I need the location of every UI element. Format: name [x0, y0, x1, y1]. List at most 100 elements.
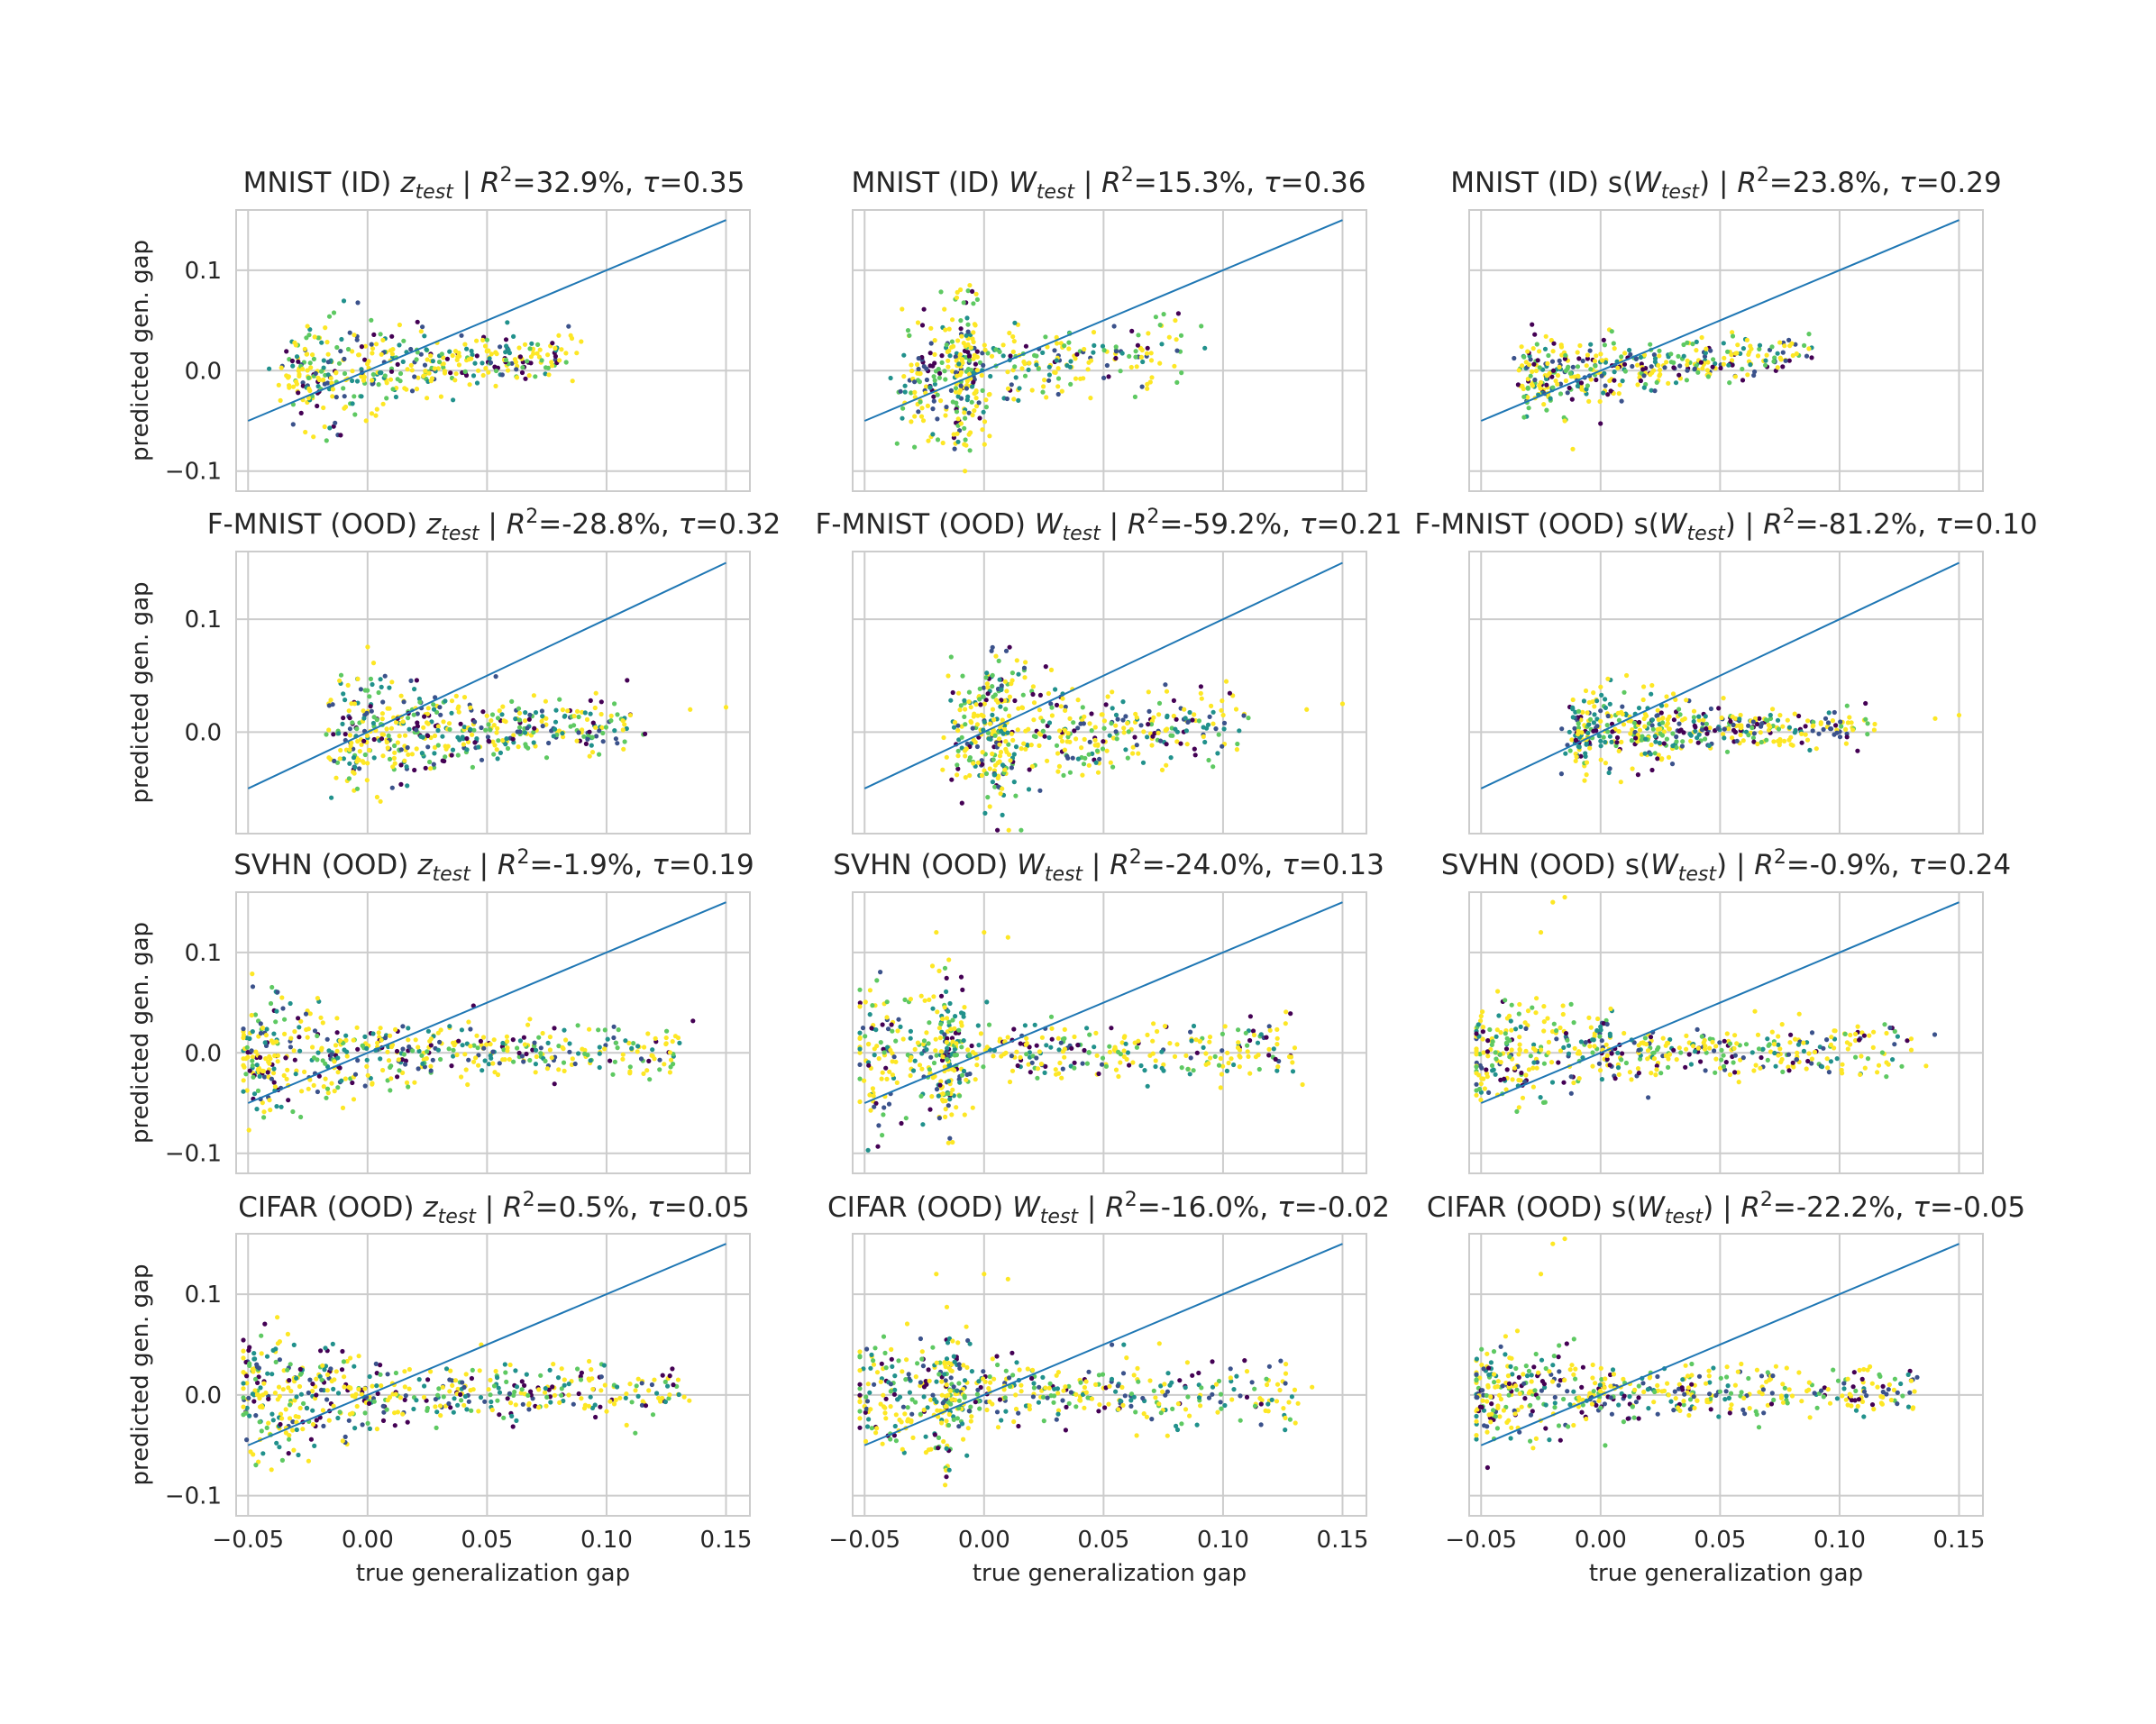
scatter-point	[598, 699, 604, 705]
scatter-point	[1693, 728, 1698, 734]
scatter-point	[514, 367, 519, 372]
scatter-point	[1133, 354, 1138, 360]
scatter-point	[1636, 706, 1642, 711]
scatter-point	[952, 1026, 957, 1031]
scatter-point	[428, 1369, 434, 1374]
scatter-point	[1569, 737, 1575, 743]
scatter-point	[1062, 1046, 1067, 1052]
scatter-point	[414, 678, 419, 683]
scatter-point	[259, 1333, 264, 1338]
scatter-point	[581, 734, 587, 739]
scatter-point	[988, 373, 993, 379]
scatter-point	[1062, 747, 1067, 753]
scatter-point	[1838, 719, 1843, 725]
scatter-point	[1237, 1047, 1243, 1053]
scatter-point	[1581, 698, 1586, 704]
scatter-point	[1584, 363, 1589, 369]
scatter-point	[978, 702, 983, 707]
scatter-point	[340, 1105, 346, 1110]
scatter-point	[266, 1396, 271, 1401]
scatter-point	[984, 681, 990, 687]
scatter-point	[1871, 727, 1877, 733]
scatter-point	[267, 366, 272, 371]
scatter-point	[946, 364, 951, 369]
scatter-point	[1594, 716, 1600, 722]
scatter-point	[1199, 696, 1204, 701]
scatter-point	[1030, 691, 1036, 698]
scatter-point	[1165, 715, 1170, 720]
scatter-point	[1171, 698, 1176, 704]
scatter-point	[950, 369, 955, 374]
scatter-point	[1695, 369, 1701, 375]
scatter-point	[1573, 758, 1578, 764]
scatter-point	[365, 761, 370, 766]
scatter-point	[248, 1449, 253, 1455]
scatter-point	[1220, 712, 1226, 718]
scatter-point	[917, 1063, 923, 1068]
scatter-point	[1140, 359, 1146, 365]
scatter-point	[1084, 1061, 1090, 1066]
scatter-point	[1212, 1054, 1218, 1059]
scatter-point	[465, 1081, 470, 1088]
scatter-point	[1673, 380, 1679, 386]
scatter-point	[1497, 1052, 1503, 1057]
scatter-point	[916, 356, 921, 361]
scatter-point	[900, 1036, 906, 1042]
scatter-point	[952, 1046, 957, 1052]
scatter-point	[1174, 729, 1180, 734]
scatter-point	[338, 747, 343, 753]
scatter-point	[288, 1035, 294, 1041]
scatter-point	[432, 765, 437, 771]
scatter-point	[377, 370, 383, 376]
scatter-point	[863, 1034, 868, 1039]
scatter-point	[886, 1101, 892, 1107]
scatter-point	[589, 734, 595, 740]
scatter-point	[1164, 742, 1169, 747]
scatter-point	[504, 1034, 510, 1039]
scatter-point	[1037, 707, 1042, 713]
scatter-point	[935, 437, 941, 442]
scatter-point	[880, 1070, 885, 1075]
scatter-point	[1746, 723, 1751, 728]
scatter-point	[1796, 713, 1802, 719]
scatter-point	[568, 333, 573, 338]
scatter-point	[244, 1405, 250, 1410]
scatter-point	[957, 707, 963, 713]
scatter-point	[1005, 1035, 1010, 1040]
scatter-point	[1818, 720, 1823, 725]
scatter-point	[364, 733, 370, 738]
scatter-point	[475, 1045, 480, 1051]
scatter-point	[429, 719, 434, 725]
scatter-point	[966, 410, 972, 415]
scatter-point	[996, 773, 1001, 779]
scatter-point	[384, 1407, 389, 1412]
scatter-point	[466, 357, 471, 362]
scatter-point	[382, 373, 388, 379]
scatter-point	[1749, 1050, 1755, 1055]
axes-frame	[235, 1233, 751, 1517]
scatter-point	[393, 1370, 398, 1376]
scatter-point	[1081, 721, 1086, 726]
scatter-point	[1480, 1029, 1485, 1035]
scatter-point	[990, 672, 995, 679]
scatter-point	[1730, 330, 1735, 335]
scatter-point	[1776, 1034, 1781, 1039]
scatter-point	[1770, 707, 1776, 712]
scatter-point	[582, 1402, 589, 1408]
scatter-point	[271, 1080, 277, 1085]
scatter-point	[574, 351, 580, 356]
scatter-point	[932, 1073, 937, 1079]
scatter-point	[1059, 388, 1064, 394]
scatter-point	[505, 1396, 510, 1401]
scatter-point	[355, 739, 361, 744]
panel-1-2: MNIST (ID) Wtest | R2=15.3%, τ=0.36	[851, 164, 1367, 492]
scatter-point	[1703, 736, 1708, 742]
scatter-point	[474, 353, 480, 359]
scatter-point	[361, 716, 367, 721]
scatter-point	[395, 361, 400, 367]
scatter-point	[990, 712, 995, 718]
scatter-point	[244, 1373, 250, 1379]
scatter-point	[1656, 362, 1661, 369]
scatter-point	[1622, 351, 1628, 356]
scatter-point	[1548, 337, 1554, 343]
